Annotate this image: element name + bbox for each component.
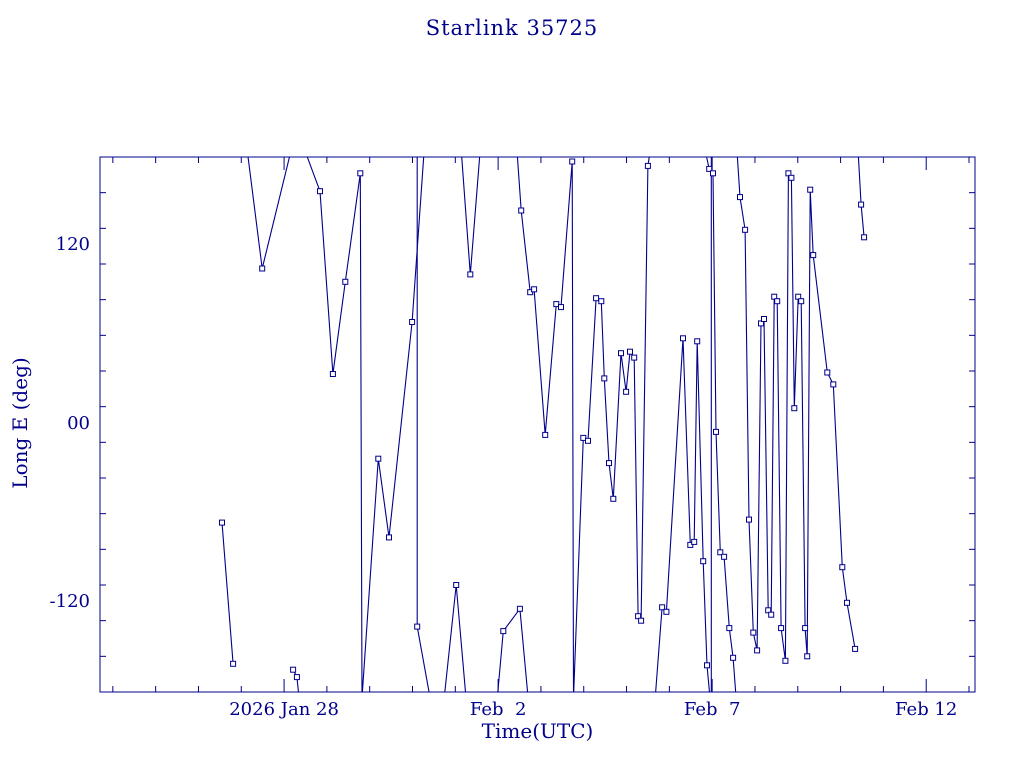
data-point-marker: [730, 654, 737, 661]
series-line: [736, 157, 856, 661]
data-point-marker: [357, 170, 364, 177]
data-point-marker: [774, 298, 781, 305]
data-point-marker: [694, 338, 701, 345]
chart-title: Starlink 35725: [425, 16, 599, 40]
data-point-marker: [585, 437, 591, 444]
data-point-marker: [691, 538, 698, 545]
data-point-marker: [737, 194, 743, 201]
y-tick-label: -120: [49, 590, 90, 612]
data-point-marker: [317, 188, 323, 195]
data-point-marker: [706, 165, 713, 172]
series-line: [857, 157, 865, 238]
data-point-marker: [386, 534, 392, 541]
data-point-marker: [778, 625, 785, 632]
x-tick-label: Feb 2: [469, 699, 527, 720]
data-point-marker: [516, 605, 523, 612]
data-point-marker: [861, 234, 868, 241]
series-line: [292, 669, 300, 692]
data-point-marker: [375, 455, 382, 462]
data-point-marker: [810, 252, 817, 259]
series-line: [306, 157, 425, 692]
data-series: [219, 157, 868, 692]
data-point-marker: [761, 316, 767, 322]
series-line: [497, 607, 529, 692]
data-point-marker: [259, 265, 266, 272]
plot-frame: [99, 156, 976, 693]
data-point-marker: [601, 375, 608, 382]
data-point-marker: [788, 174, 795, 181]
data-point-marker: [754, 647, 761, 654]
series-line: [416, 157, 430, 692]
data-point-marker: [742, 226, 749, 233]
data-point-marker: [717, 549, 724, 556]
data-point-marker: [453, 582, 460, 588]
series-line: [706, 157, 737, 692]
x-axis-label: Time(UTC): [481, 719, 594, 743]
data-point-marker: [329, 371, 336, 377]
series-line: [516, 157, 650, 692]
data-point-marker: [467, 271, 474, 278]
data-point-marker: [610, 495, 617, 502]
x-tick-label: Feb 12: [895, 699, 958, 720]
x-tick-label: Feb 7: [683, 699, 741, 720]
data-point-marker: [852, 645, 859, 652]
data-point-marker: [802, 625, 809, 632]
data-point-marker: [558, 304, 564, 311]
data-point-marker: [293, 674, 300, 681]
data-point-marker: [414, 623, 421, 630]
series-line: [221, 522, 234, 664]
data-point-marker: [721, 553, 728, 560]
data-point-marker: [807, 186, 814, 193]
series-line: [461, 157, 481, 275]
data-point-marker: [638, 617, 645, 624]
data-point-marker: [631, 354, 638, 361]
data-point-marker: [627, 348, 633, 355]
data-point-marker: [531, 286, 538, 293]
series-line: [444, 584, 467, 692]
data-point-marker: [804, 653, 811, 660]
data-point-marker: [569, 158, 576, 165]
data-point-marker: [704, 662, 710, 669]
data-point-marker: [663, 608, 670, 615]
data-point-marker: [768, 611, 775, 618]
data-point-marker: [290, 666, 297, 673]
data-point-marker: [782, 657, 789, 664]
data-point-marker: [618, 350, 624, 357]
data-point-marker: [858, 201, 865, 208]
data-point-marker: [798, 298, 805, 305]
data-point-marker: [830, 381, 837, 388]
data-point-marker: [542, 431, 549, 438]
data-point-marker: [593, 295, 600, 302]
data-point-marker: [791, 405, 798, 412]
data-point-marker: [644, 162, 651, 169]
data-point-marker: [746, 516, 752, 523]
data-point-marker: [750, 629, 757, 636]
data-point-marker: [844, 599, 850, 606]
y-tick-label: 00: [67, 412, 90, 434]
data-point-marker: [500, 628, 507, 635]
data-point-marker: [659, 604, 666, 611]
data-point-marker: [606, 460, 612, 467]
y-tick-label: 120: [55, 234, 90, 256]
series-line: [655, 338, 711, 692]
x-tick-label: 2026 Jan 28: [229, 699, 339, 720]
data-point-marker: [824, 369, 831, 376]
data-point-marker: [839, 564, 846, 571]
data-point-marker: [342, 278, 349, 285]
data-point-marker: [230, 660, 237, 667]
data-point-marker: [680, 335, 686, 342]
data-point-marker: [598, 298, 605, 305]
data-point-marker: [409, 319, 416, 325]
data-point-marker: [518, 207, 525, 214]
data-point-marker: [726, 625, 733, 632]
data-point-marker: [219, 519, 225, 526]
data-point-marker: [713, 428, 719, 435]
data-point-marker: [700, 558, 707, 565]
data-point-marker: [710, 170, 716, 177]
data-point-marker: [623, 388, 630, 395]
